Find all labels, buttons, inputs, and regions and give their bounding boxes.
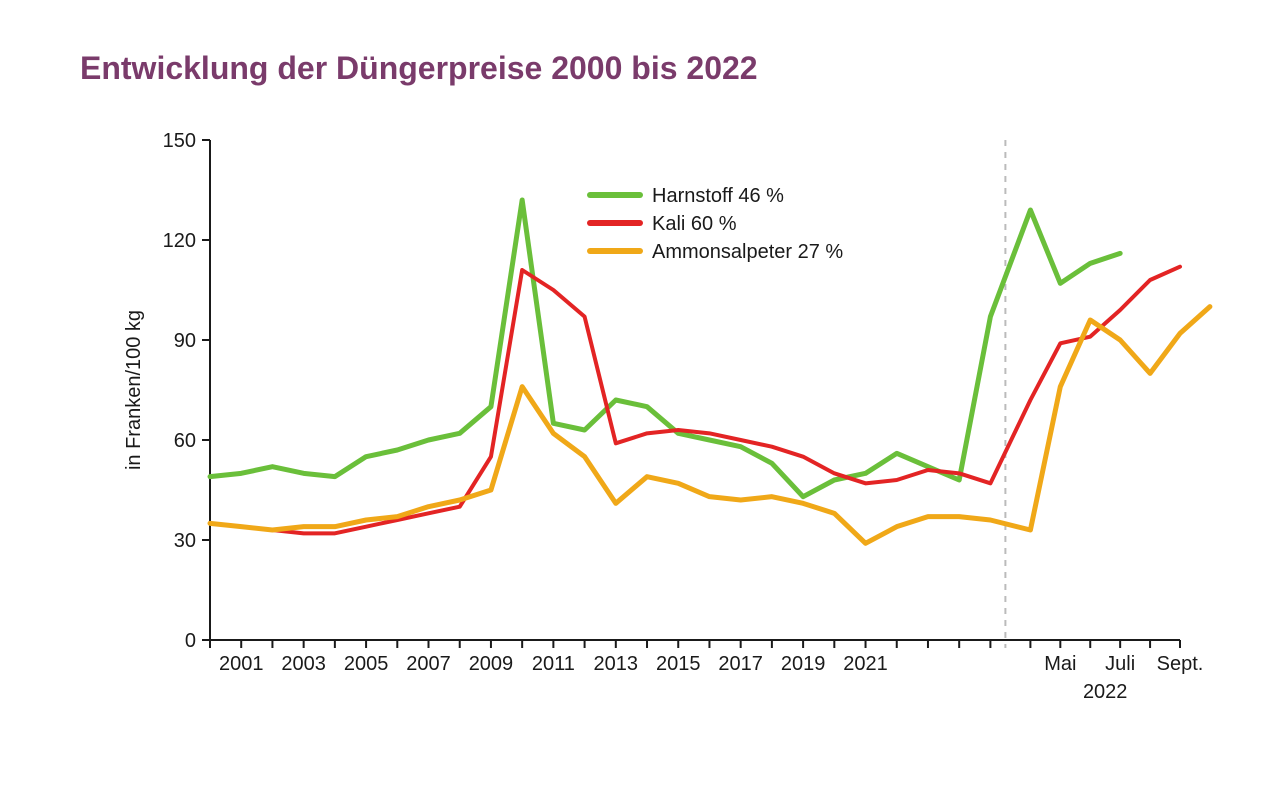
y-tick-label: 0 <box>185 630 196 652</box>
x-tick-label: 2003 <box>281 653 326 675</box>
chart-container: Entwicklung der Düngerpreise 2000 bis 20… <box>0 0 1280 801</box>
legend-label: Kali 60 % <box>652 213 737 235</box>
y-tick-label: 120 <box>163 230 196 252</box>
x-tick-label: 2001 <box>219 653 264 675</box>
x-tick-label: 2011 <box>532 653 575 675</box>
legend-label: Harnstoff 46 % <box>652 185 784 207</box>
x-tick-label-2022: Sept. <box>1157 653 1204 675</box>
x-tick-label: 2013 <box>594 653 639 675</box>
x-tick-label: 2007 <box>406 653 451 675</box>
x-tick-label: 2015 <box>656 653 701 675</box>
x-tick-label: 2017 <box>718 653 763 675</box>
y-axis-title: in Franken/100 kg <box>123 310 145 470</box>
y-tick-label: 150 <box>163 130 196 152</box>
y-tick-label: 90 <box>174 330 196 352</box>
x-tick-label: 2021 <box>843 653 888 675</box>
x-tick-label-2022: Mai <box>1044 653 1076 675</box>
series-line <box>210 267 1180 534</box>
x-sublabel-2022: 2022 <box>1083 681 1128 703</box>
y-tick-label: 60 <box>174 430 196 452</box>
line-chart: 0 30 60 90 120 150 in Franken/100 kg 2001 2003 20… <box>0 0 1280 801</box>
legend-label: Ammonsalpeter 27 % <box>652 241 843 263</box>
x-tick-label: 2005 <box>344 653 389 675</box>
x-tick-label: 2009 <box>469 653 514 675</box>
y-tick-label: 30 <box>174 530 196 552</box>
x-tick-label: 2019 <box>781 653 826 675</box>
x-tick-label-2022: Juli <box>1105 653 1135 675</box>
